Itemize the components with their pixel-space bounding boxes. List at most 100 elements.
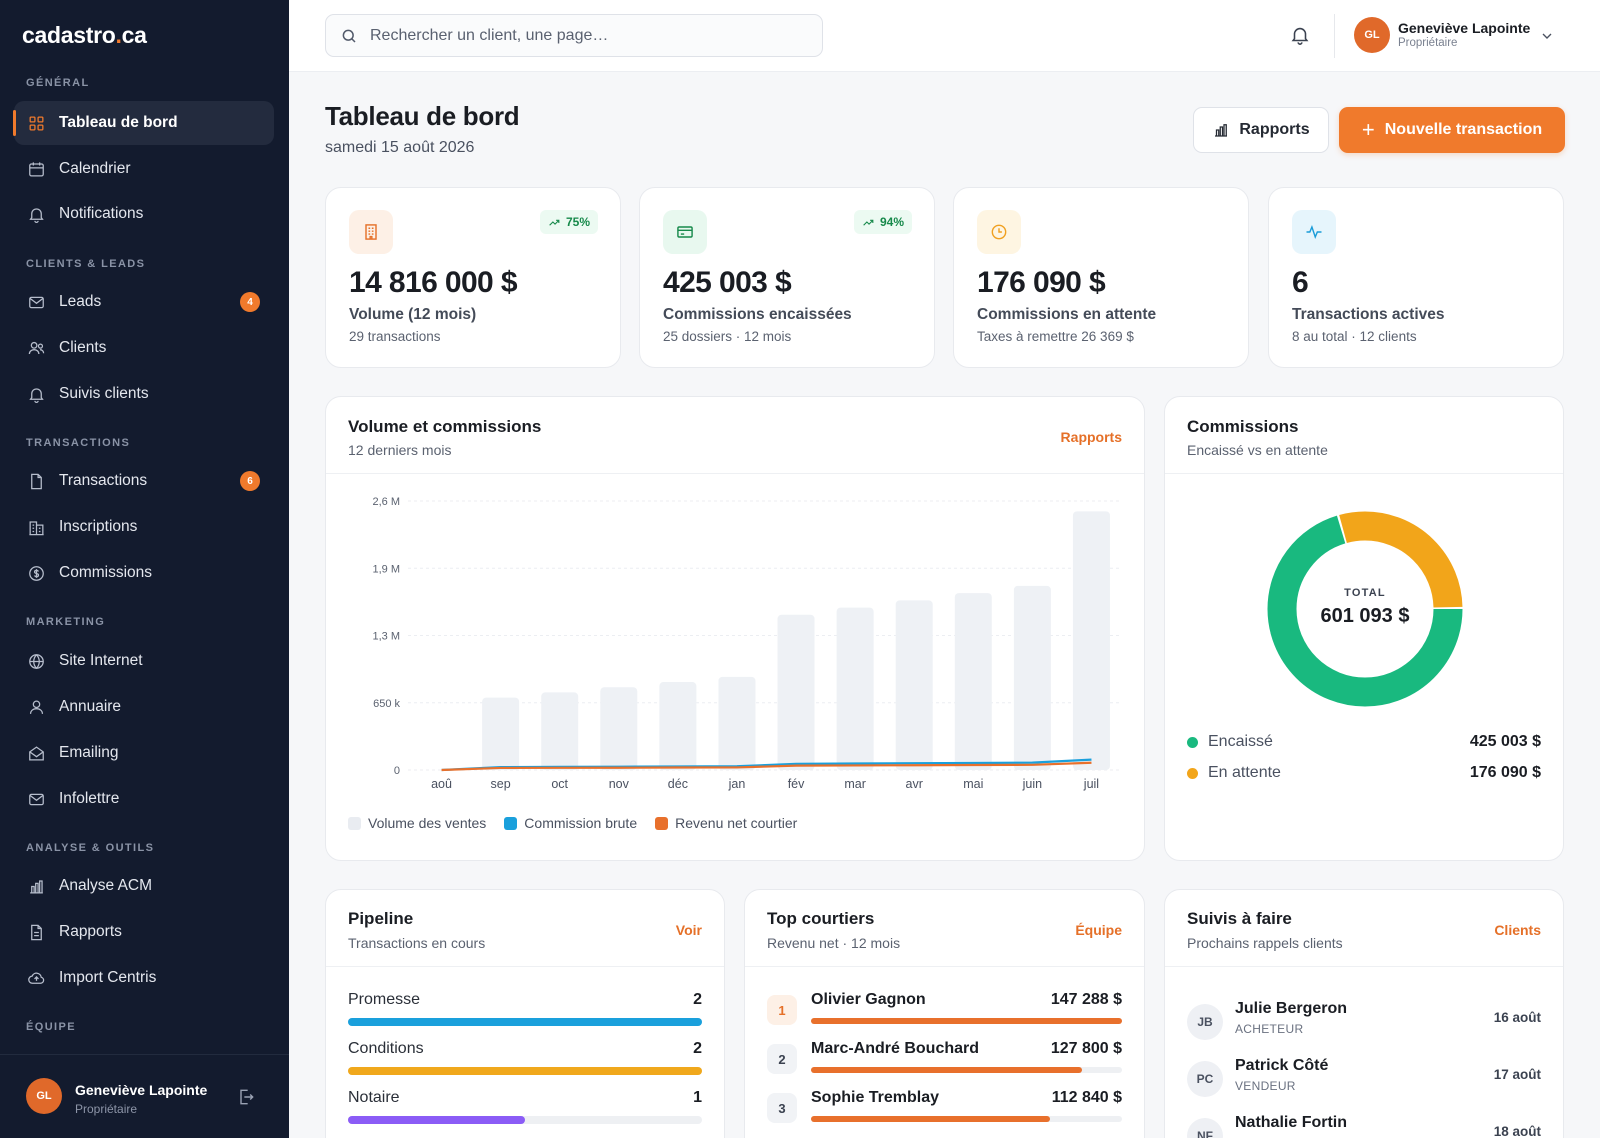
donut-slice[interactable] [1267, 511, 1463, 707]
sidebar-item-label: Notifications [59, 205, 144, 222]
cloud-upload-icon [26, 968, 46, 988]
chevron-down-icon[interactable] [1539, 28, 1555, 44]
card-icon [663, 210, 707, 254]
sidebar-item-transactions[interactable]: Transactions 6 [14, 459, 274, 503]
rapports-link[interactable]: Rapports [1060, 429, 1122, 445]
broker-name: Marc-André Bouchard [811, 1040, 980, 1057]
progress-track [811, 1067, 1122, 1073]
sidebar-item-commissions[interactable]: Commissions [14, 551, 274, 595]
x-tick-label: juil [1083, 777, 1099, 791]
user-name: Geneviève Lapointe [1398, 20, 1531, 36]
avatar: PC [1187, 1061, 1223, 1097]
legend-swatch [348, 816, 361, 830]
client-name: Julie Bergeron [1235, 1000, 1348, 1017]
app-logo[interactable]: cadastro.ca [22, 22, 147, 48]
sidebar-item-notifications[interactable]: Notifications [14, 192, 274, 236]
volume-bar[interactable] [718, 676, 756, 770]
kpi-card-commissions-encaissees[interactable]: 94% 425 003 $ Commissions encaissées 25 … [639, 187, 935, 368]
avatar[interactable]: GL [1354, 17, 1390, 53]
legend-item-commission[interactable]: Commission brute [504, 815, 637, 831]
search-input[interactable] [370, 26, 790, 45]
sidebar-item-inscriptions[interactable]: Inscriptions [14, 505, 274, 549]
progress-track [348, 1018, 702, 1026]
top-courtiers-card: Top courtiers Revenu net · 12 mois Équip… [744, 889, 1145, 1138]
volume-bar[interactable] [1013, 585, 1051, 770]
followup-row[interactable]: PC Patrick Côté VENDEUR 17 août [1187, 1055, 1541, 1103]
sidebar-item-rapports[interactable]: Rapports [14, 910, 274, 954]
kpi-subtext: Taxes à remettre 26 369 $ [977, 329, 1134, 344]
divider [326, 473, 1144, 474]
sidebar-item-tableau[interactable]: Tableau de bord [13, 101, 274, 145]
pipeline-row[interactable]: Conditions 2 [348, 1040, 702, 1075]
progress-track [348, 1116, 702, 1124]
pipeline-card: Pipeline Transactions en cours Voir Prom… [325, 889, 725, 1138]
voir-link[interactable]: Voir [675, 922, 702, 938]
legend-item-revenu[interactable]: Revenu net courtier [655, 815, 797, 831]
avatar[interactable]: GL [26, 1078, 62, 1114]
sidebar-item-leads[interactable]: Leads 4 [14, 280, 274, 324]
page-date: samedi 15 août 2026 [325, 139, 475, 156]
sidebar-item-suivis[interactable]: Suivis clients [14, 372, 274, 416]
pipeline-row[interactable]: Promesse 2 [348, 991, 702, 1026]
sidebar-item-annuaire[interactable]: Annuaire [14, 685, 274, 729]
volume-bar[interactable] [836, 607, 874, 770]
kpi-card-transactions-actives[interactable]: 6 Transactions actives 8 au total · 12 c… [1268, 187, 1564, 368]
trend-up-icon [863, 219, 874, 226]
volume-bar[interactable] [954, 593, 992, 770]
x-tick-label: avr [906, 777, 923, 791]
globe-icon [26, 651, 46, 671]
bar-chart-icon [1215, 124, 1228, 137]
kpi-subtext: 8 au total · 12 clients [1292, 329, 1417, 344]
volume-bar[interactable] [482, 697, 520, 770]
sidebar-item-acm[interactable]: Analyse ACM [14, 864, 274, 908]
report-icon [26, 922, 46, 942]
card-title: Top courtiers [767, 909, 875, 928]
x-tick-label: juin [1022, 777, 1043, 791]
new-transaction-button[interactable]: + Nouvelle transaction [1339, 107, 1565, 153]
broker-row[interactable]: 3 Sophie Tremblay 112 840 $ [767, 1089, 1122, 1129]
donut-slice[interactable] [1267, 511, 1463, 707]
chart-legend: Volume des ventes Commission brute Reven… [348, 815, 815, 831]
broker-row[interactable]: 1 Olivier Gagnon 147 288 $ [767, 991, 1122, 1031]
sidebar-item-infolettre[interactable]: Infolettre [14, 777, 274, 821]
kpi-card-commissions-attente[interactable]: 176 090 $ Commissions en attente Taxes à… [953, 187, 1249, 368]
volume-bar[interactable] [1072, 511, 1110, 770]
rapports-button[interactable]: Rapports [1193, 107, 1329, 153]
card-title: Volume et commissions [348, 417, 542, 436]
sidebar-item-label: Analyse ACM [59, 877, 153, 894]
sidebar-item-site[interactable]: Site Internet [14, 639, 274, 683]
activity-icon [1292, 210, 1336, 254]
followup-row[interactable]: JB Julie Bergeron ACHETEUR 16 août [1187, 998, 1541, 1046]
followup-row[interactable]: NF Nathalie Fortin 18 août [1187, 1112, 1541, 1138]
volume-bar[interactable] [777, 614, 815, 770]
clients-link[interactable]: Clients [1494, 922, 1541, 938]
bell-icon[interactable] [1289, 24, 1311, 46]
volume-bar[interactable] [895, 600, 933, 770]
client-role: VENDEUR [1235, 1079, 1296, 1093]
volume-bar[interactable] [600, 687, 638, 770]
search-icon [342, 29, 356, 43]
logout-icon[interactable] [236, 1087, 256, 1107]
kpi-label: Commissions encaissées [663, 306, 852, 323]
sidebar-item-clients[interactable]: Clients [14, 326, 274, 370]
sidebar-item-emailing[interactable]: Emailing [14, 731, 274, 775]
pipeline-row[interactable]: Notaire 1 [348, 1089, 702, 1124]
y-tick-label: 650 k [373, 698, 400, 710]
donut-total-value: 601 093 $ [1320, 605, 1410, 627]
volume-bar[interactable] [541, 692, 579, 770]
legend-item-volume[interactable]: Volume des ventes [348, 815, 486, 831]
kpi-card-volume[interactable]: 75% 14 816 000 $ Volume (12 mois) 29 tra… [325, 187, 621, 368]
equipe-link[interactable]: Équipe [1075, 922, 1122, 938]
topbar: GL Geneviève Lapointe Propriétaire [289, 0, 1600, 72]
broker-row[interactable]: 2 Marc-André Bouchard 127 800 $ [767, 1040, 1122, 1080]
kpi-label: Commissions en attente [977, 306, 1157, 323]
rank-badge: 3 [767, 1093, 797, 1123]
client-name: Patrick Côté [1235, 1057, 1329, 1074]
sidebar-item-centris[interactable]: Import Centris [14, 956, 274, 1000]
building-icon [349, 210, 393, 254]
clock-icon [977, 210, 1021, 254]
search-bar[interactable] [325, 14, 823, 57]
trend-badge: 75% [539, 210, 598, 234]
sidebar-item-calendrier[interactable]: Calendrier [14, 147, 274, 191]
volume-bar[interactable] [659, 682, 697, 770]
